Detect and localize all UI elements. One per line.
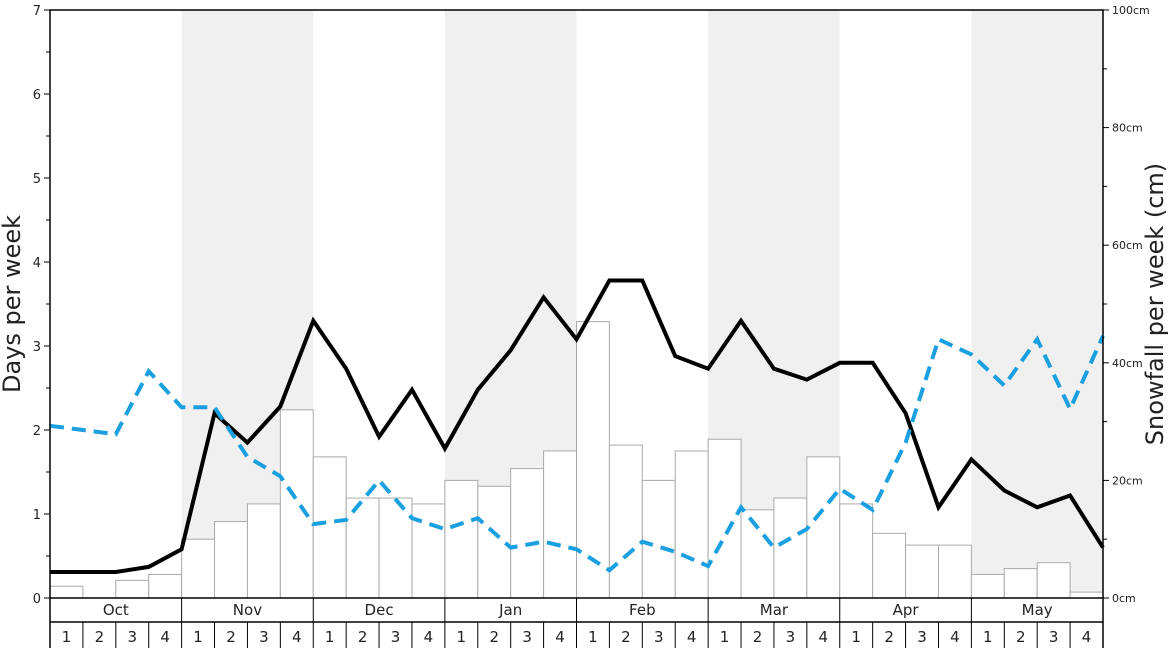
- week-label: 3: [786, 628, 796, 646]
- month-label: Mar: [760, 601, 789, 619]
- left-axis: 0 1 2 3 4 5 6 7: [33, 4, 50, 607]
- snowfall-bar: [543, 450, 577, 599]
- week-label: 3: [1049, 628, 1059, 646]
- week-label: 2: [226, 628, 236, 646]
- week-label: 3: [522, 628, 532, 646]
- snowfall-bar: [115, 579, 150, 599]
- left-tick-label: 1: [33, 508, 41, 523]
- snowfall-bar: [970, 573, 1005, 599]
- snowfall-bar: [806, 456, 841, 599]
- week-label: 1: [193, 628, 203, 646]
- left-tick-label: 0: [33, 592, 41, 607]
- snowfall-bars: [49, 321, 1104, 599]
- snowfall-bar: [1036, 562, 1071, 599]
- week-label: 4: [424, 628, 434, 646]
- snowfall-bar: [181, 538, 216, 599]
- snowfall-bar: [444, 479, 479, 599]
- week-label: 4: [555, 628, 565, 646]
- week-label: 4: [950, 628, 960, 646]
- month-label: Dec: [365, 601, 394, 619]
- left-tick-label: 3: [33, 340, 41, 355]
- week-label: 3: [259, 628, 269, 646]
- snowfall-bar: [839, 503, 874, 599]
- snowfall-bar: [707, 438, 742, 599]
- week-label: 3: [127, 628, 137, 646]
- snowfall-bar: [937, 544, 972, 599]
- week-label: 4: [292, 628, 302, 646]
- week-label: 2: [884, 628, 894, 646]
- snowfall-bar: [378, 497, 413, 599]
- week-label: 4: [160, 628, 170, 646]
- black-line: [50, 278, 1105, 574]
- left-tick-label: 5: [33, 172, 41, 187]
- right-tick-label: 80cm: [1112, 122, 1143, 135]
- week-label: 2: [753, 628, 763, 646]
- week-label: 4: [819, 628, 829, 646]
- right-tick-label: 0cm: [1112, 592, 1136, 605]
- snowfall-bar: [872, 532, 907, 599]
- snowfall-bar: [674, 450, 709, 599]
- month-label: Oct: [103, 601, 129, 619]
- snowfall-bar: [773, 497, 808, 599]
- snowfall-bar: [312, 456, 347, 599]
- week-label: 2: [489, 628, 499, 646]
- snowfall-bar: [1069, 591, 1104, 599]
- snowfall-bar: [641, 479, 676, 599]
- month-label: Feb: [629, 601, 656, 619]
- month-label: May: [1022, 601, 1053, 619]
- month-label: Nov: [233, 601, 262, 619]
- snowfall-bar: [279, 409, 314, 599]
- y-axis-label-right: Snowfall per week (cm): [1141, 163, 1168, 445]
- right-tick-label: 100cm: [1112, 4, 1150, 17]
- week-label: 2: [358, 628, 368, 646]
- blue-dashed-line: [49, 335, 1105, 573]
- week-label: 4: [1082, 628, 1092, 646]
- week-label: 2: [621, 628, 631, 646]
- left-tick-label: 6: [33, 88, 41, 103]
- month-shading: [181, 10, 1103, 598]
- right-tick-label: 20cm: [1112, 474, 1143, 487]
- week-label: 3: [917, 628, 927, 646]
- y-axis-label-left: Days per week: [0, 215, 26, 393]
- week-label: 1: [983, 628, 993, 646]
- snowfall-bar: [49, 585, 84, 599]
- week-label: 1: [62, 628, 72, 646]
- week-label: 1: [851, 628, 861, 646]
- snowfall-bar: [246, 503, 281, 599]
- week-label: 1: [325, 628, 335, 646]
- right-axis: 0cm 20cm 40cm 60cm 80cm 100cm: [1103, 4, 1150, 605]
- snowfall-bar: [214, 521, 248, 599]
- right-tick-label: 60cm: [1112, 239, 1143, 252]
- snowfall-bar: [740, 509, 775, 599]
- week-label: 1: [720, 628, 730, 646]
- week-label: 3: [654, 628, 664, 646]
- week-label: 4: [687, 628, 697, 646]
- snowfall-bar: [477, 485, 512, 599]
- snowfall-bar: [905, 544, 939, 599]
- month-label: Apr: [893, 601, 920, 619]
- week-label: 1: [588, 628, 598, 646]
- week-label: 3: [391, 628, 401, 646]
- snowfall-bar: [510, 468, 545, 599]
- week-label: 2: [95, 628, 105, 646]
- x-axis: Oct 1 2 3 4 Nov 1 2 3 4 Dec 1 2 3 4 Jan 1 2 3 4 Feb 1 2 3 4 Mar 1 2…: [49, 598, 1104, 648]
- right-tick-label: 40cm: [1112, 357, 1143, 370]
- left-tick-label: 7: [33, 4, 41, 19]
- series-lines: [49, 278, 1105, 574]
- week-label: 1: [457, 628, 467, 646]
- left-tick-label: 2: [33, 424, 41, 439]
- month-label: Jan: [498, 601, 522, 619]
- snowfall-bar: [148, 573, 183, 599]
- snowfall-bar: [1003, 568, 1038, 599]
- snowfall-bar: [345, 497, 380, 599]
- month-shade-may: [971, 10, 1103, 598]
- week-label: 2: [1016, 628, 1026, 646]
- snowfall-bar: [576, 321, 610, 599]
- left-tick-label: 4: [33, 256, 41, 271]
- snowfall-bar: [608, 444, 643, 599]
